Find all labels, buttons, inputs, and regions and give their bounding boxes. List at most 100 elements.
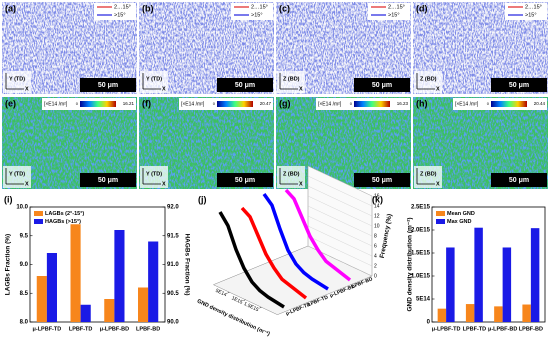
y-tick-label: 1.0E15 (411, 274, 431, 280)
colorbar-min: 0 (213, 101, 216, 106)
x-tick (243, 299, 246, 301)
panel-label: (a) (5, 3, 16, 13)
y-axis-title: LAGBs Fraction (%) (5, 234, 12, 295)
y-tick-label: 2.0E15 (411, 228, 431, 234)
panel-label: (j) (198, 194, 207, 204)
scale-text: 50 μm (98, 82, 118, 89)
panel-label: (d) (416, 3, 428, 13)
legend-text: LAGBs (2°-15°) (45, 211, 84, 217)
bar (502, 247, 512, 322)
bar (104, 299, 115, 322)
colorbar (354, 101, 390, 107)
legend-swatch (436, 211, 445, 216)
bar (148, 241, 159, 322)
colorbar-min: 0 (487, 101, 490, 106)
x-tick-label: LPBF-TD (463, 326, 487, 332)
axis-box (277, 166, 305, 188)
scale-bar (491, 78, 547, 92)
y2-tick-label: 90.0 (167, 320, 179, 326)
legend-text: >15° (114, 12, 126, 18)
x-tick-label: 1E15 (230, 295, 243, 305)
axis-y-label: Z (BD) (283, 171, 300, 177)
y-tick-label: 10.0 (16, 205, 28, 211)
panel-label: (i) (4, 194, 13, 204)
legend-swatch (34, 211, 43, 216)
scale-bar (80, 78, 136, 92)
axis-x-label: X (299, 86, 303, 92)
axis-x-label: X (162, 181, 166, 187)
plot-frame (431, 206, 546, 323)
scale-text: 50 μm (509, 82, 529, 89)
y-tick-label: 8.0 (20, 320, 29, 326)
bar (522, 304, 531, 322)
x-tick-label: μ-LPBF-TD (33, 326, 62, 332)
y-axis-title: GND density distribution (m⁻²) (407, 217, 414, 311)
x-tick-label: LPBF-BD (519, 326, 543, 332)
grid-line (307, 175, 373, 207)
x-tick-label: 5E14 (214, 288, 227, 298)
grid-line (307, 185, 373, 217)
panel-label: (f) (142, 98, 151, 108)
colorbar-max: 16.21 (123, 101, 135, 106)
y-tick-label: 9.5 (20, 233, 29, 239)
scale-text: 50 μm (509, 177, 529, 184)
axis-box (3, 71, 31, 93)
colorbar (491, 101, 527, 107)
panel-label: (h) (416, 98, 428, 108)
x-tick (227, 291, 230, 294)
grid-line (307, 205, 373, 237)
axis-box (277, 71, 305, 93)
y2-axis-title: HAGBs Fraction (%) (183, 233, 190, 295)
y-tick-label: 1.5E15 (411, 251, 431, 257)
legend-text: 2…15° (525, 4, 542, 10)
x-tick-label: μ-LPBF-TD (432, 326, 461, 332)
bar (80, 304, 91, 322)
axis-box (414, 166, 442, 188)
scale-bar (80, 173, 136, 187)
x-tick-label: LPBF-BD (136, 326, 160, 332)
y2-tick-label: 91.0 (167, 262, 179, 268)
colorbar-max: 20.44 (534, 101, 546, 106)
colorbar-unit: [×E14 /m²] (181, 101, 205, 107)
axis-box (3, 166, 31, 188)
y-tick-label: 8 (374, 233, 377, 239)
bar (70, 224, 81, 322)
x-tick-label: μ-LPBF-BD (488, 326, 517, 332)
bar (494, 306, 503, 322)
panel-label: (c) (279, 3, 290, 13)
y-tick-label: 2.5E15 (411, 205, 431, 211)
scale-text: 50 μm (372, 82, 392, 89)
x-tick-label: μ-LPBF-BD (100, 326, 129, 332)
series-line (240, 206, 308, 300)
grid-line (307, 225, 373, 257)
axis-box (140, 71, 168, 93)
scale-text: 50 μm (235, 177, 255, 184)
axis-box (414, 71, 442, 93)
y-tick-label: 10 (374, 223, 380, 229)
grid-line (307, 215, 373, 247)
y-tick-label: 8.5 (20, 291, 29, 297)
panel-label: (b) (142, 3, 154, 13)
legend-text: Mean GND (447, 211, 475, 217)
y-tick-label: 2 (374, 263, 377, 269)
axis-y-label: Z (BD) (420, 171, 437, 177)
scale-text: 50 μm (98, 177, 118, 184)
legend-text: 2…15° (251, 4, 268, 10)
series-line (218, 211, 285, 309)
legend-text: HAGBs (>15°) (45, 219, 81, 225)
y-tick-label: 5E14 (416, 297, 431, 303)
colorbar-max: 16.23 (397, 101, 409, 106)
series-line (284, 188, 352, 282)
bar (437, 308, 447, 322)
bar (36, 276, 47, 322)
y-tick-label: 0 (427, 320, 431, 326)
legend-text: 2…15° (388, 4, 405, 10)
x-tick-label: LPBF-TD (69, 326, 93, 332)
axis-y-label: Y (TD) (146, 76, 162, 82)
axis-x-label: X (436, 86, 440, 92)
scale-bar (217, 173, 273, 187)
grid-line (307, 165, 373, 197)
axis-x-label: X (25, 181, 29, 187)
colorbar-unit: [×E14 /m²] (455, 101, 479, 107)
